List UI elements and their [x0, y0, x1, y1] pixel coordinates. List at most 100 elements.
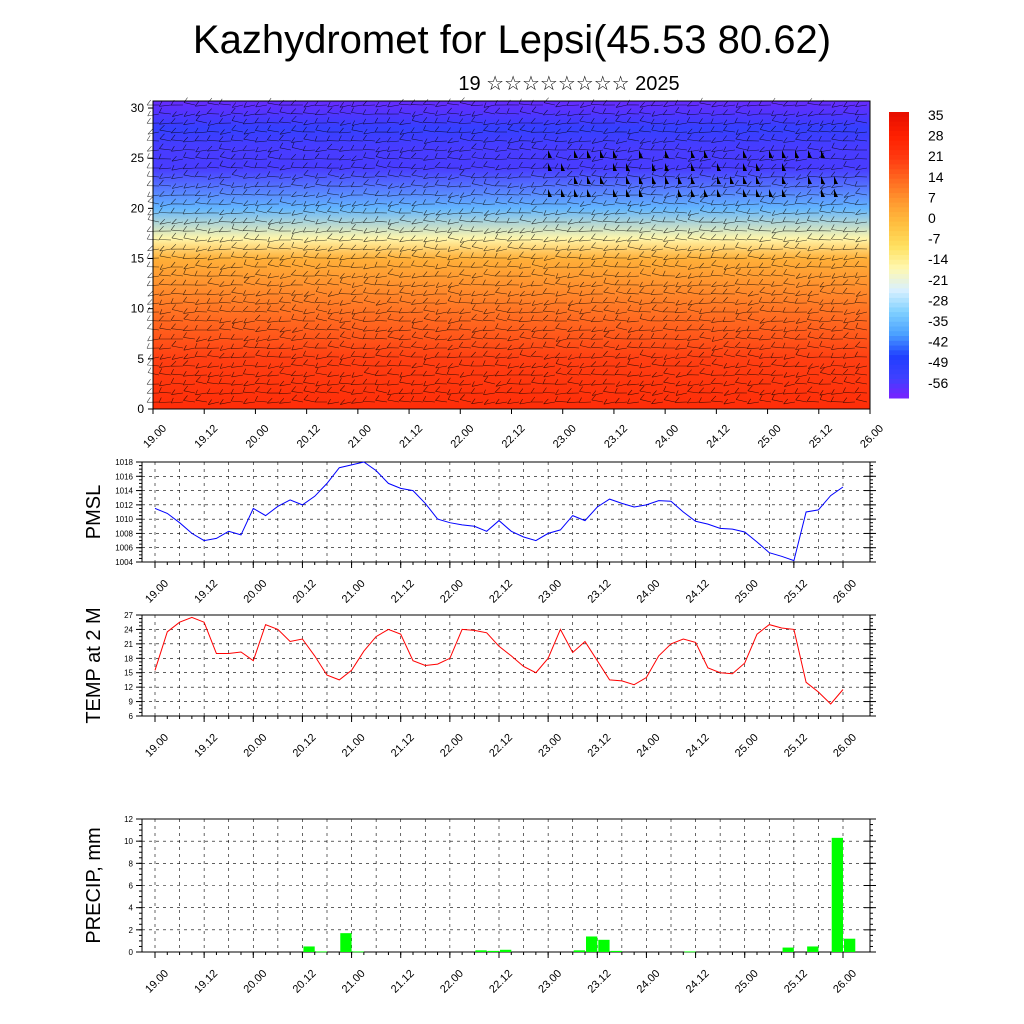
x-tick-label: 20.12: [291, 578, 319, 606]
colorbar-swatch: [889, 326, 909, 332]
x-tick-label: 23.12: [585, 968, 613, 996]
colorbar-swatch: [889, 340, 909, 347]
colorbar-swatch: [889, 245, 909, 251]
x-tick-label: 22.00: [438, 732, 466, 760]
x-tick-label: 21.00: [340, 732, 368, 760]
x-tick-label: 24.00: [635, 578, 663, 606]
pennant-mark: [704, 189, 708, 197]
pennant-mark: [782, 163, 786, 171]
pennant-mark: [587, 189, 591, 197]
colorbar-swatch: [889, 350, 909, 356]
precip-grid: [142, 818, 870, 953]
y-tick-label: 1010: [115, 515, 133, 524]
pennant-mark: [587, 176, 591, 184]
pennant-mark: [600, 150, 604, 158]
colorbar-swatch: [889, 316, 909, 323]
colorbar-swatch: [889, 388, 909, 394]
x-tick-label: 22.00: [448, 423, 476, 451]
pennant-mark: [704, 150, 708, 158]
colorbar-swatch: [889, 178, 909, 184]
colorbar-label: -35: [928, 313, 948, 329]
x-tick-label: 19.12: [192, 423, 220, 451]
y-tick-label: 30: [131, 101, 145, 115]
pennant-mark: [756, 176, 760, 184]
y-tick-label: 5: [137, 352, 144, 366]
y-tick-label: 8: [129, 859, 134, 868]
colorbar-swatch: [889, 364, 909, 370]
temp-panel: 6 9 12 15 18 21 24 27 19.00 19.12 20.00 20.12 21.00 2…: [83, 607, 876, 760]
pennant-mark: [795, 150, 799, 158]
pennant-mark: [639, 189, 643, 197]
y-tick-label: 25: [131, 151, 145, 165]
precip-bar: [573, 950, 585, 952]
precip-bar: [315, 951, 327, 953]
pennant-mark: [691, 176, 695, 184]
colorbar-swatch: [889, 331, 909, 337]
pennant-mark: [574, 176, 578, 184]
colorbar-label: 14: [928, 169, 944, 185]
precip-bar: [610, 950, 622, 952]
y-tick-label: 0: [137, 402, 144, 416]
pennant-mark: [665, 150, 669, 158]
pennant-mark: [808, 150, 812, 158]
pennant-mark: [626, 189, 630, 197]
x-tick-label: 22.12: [487, 732, 515, 760]
colorbar-swatch: [889, 345, 909, 351]
precip-bar: [500, 949, 512, 952]
pennant-mark: [756, 189, 760, 197]
x-tick-label: 25.00: [733, 732, 761, 760]
colorbar-swatch: [889, 283, 909, 289]
pennant-mark: [782, 150, 786, 158]
colorbar-label: -7: [928, 231, 941, 247]
precip-bar: [684, 951, 696, 953]
y-tick-label: 12: [124, 683, 133, 692]
precip-bar: [844, 938, 856, 952]
colorbar-swatch: [889, 259, 909, 266]
colorbar-swatch: [889, 231, 909, 237]
y-tick-label: 1016: [115, 472, 133, 481]
wind-pennants: [548, 150, 838, 197]
y-tick-label: 27: [124, 611, 133, 620]
y-tick-label: 1008: [115, 529, 133, 538]
x-tick-label: 25.00: [733, 578, 761, 606]
y-tick-label: 4: [129, 904, 134, 913]
colorbar-swatch: [889, 359, 909, 366]
x-tick-label: 23.00: [536, 968, 564, 996]
colorbar-swatch: [889, 164, 909, 170]
pennant-mark: [743, 189, 747, 197]
colorbar-swatch: [889, 126, 909, 132]
pmsl-panel: 1004 1006 1008 1010 1012 1014 1016 1018 19.00 19.…: [83, 458, 876, 606]
precip-panel: 0 2 4 6 8 10 12 19.00 19.12 20.00 20.12 21.00 21.12 2…: [83, 815, 876, 996]
precip-bar: [352, 951, 364, 953]
y-tick-label: 10: [131, 302, 145, 316]
colorbar-swatch: [889, 212, 909, 218]
temp-ylabel: TEMP at 2 M: [83, 607, 105, 723]
y-tick-label: 10: [124, 837, 133, 846]
x-tick-label: 26.00: [831, 732, 859, 760]
colorbar-swatch: [889, 278, 909, 285]
x-tick-label: 24.12: [705, 423, 733, 451]
colorbar-swatch: [889, 193, 909, 199]
x-tick-label: 21.00: [346, 423, 374, 451]
temp-frame: [141, 614, 871, 717]
pennant-mark: [834, 176, 838, 184]
y-tick-label: 1018: [115, 458, 133, 467]
colorbar-swatch: [889, 264, 909, 270]
y-tick-label: 6: [129, 712, 134, 721]
pennant-mark: [548, 150, 552, 158]
pennant-mark: [730, 176, 734, 184]
temp-grid: [142, 614, 870, 717]
y-tick-label: 6: [129, 882, 134, 891]
x-tick-label: 24.00: [635, 732, 663, 760]
x-tick-label: 21.12: [389, 732, 417, 760]
pennant-mark: [613, 150, 617, 158]
pennant-mark: [639, 176, 643, 184]
precip-bar: [487, 950, 499, 952]
pennant-mark: [717, 189, 721, 197]
y-tick-label: 0: [129, 948, 134, 957]
colorbar-swatch: [889, 183, 909, 189]
x-tick-label: 23.12: [585, 732, 613, 760]
colorbar-swatch: [889, 293, 909, 299]
y-tick-label: 21: [124, 640, 133, 649]
